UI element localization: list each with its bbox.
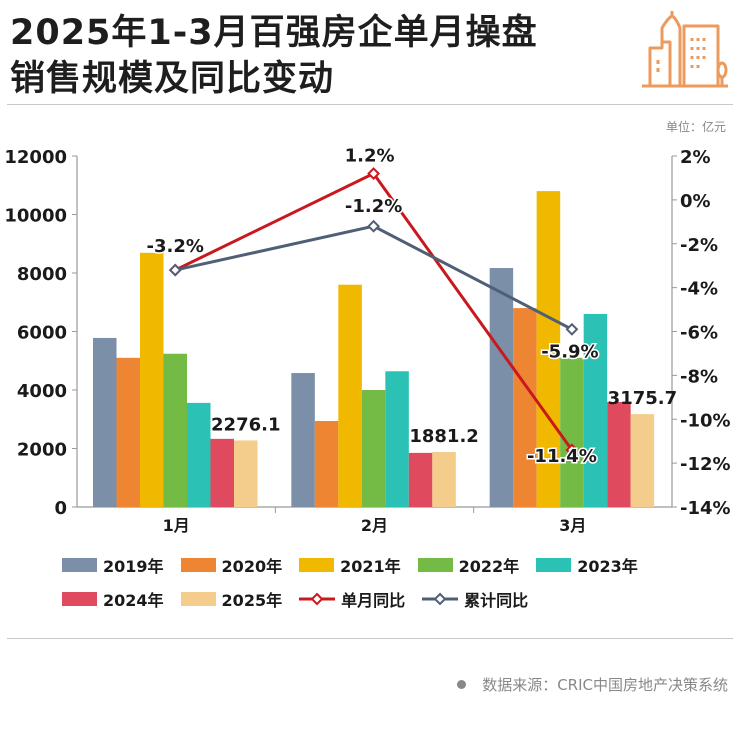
- y2-tick-label: -8%: [680, 366, 718, 387]
- legend-item: 2021年: [299, 553, 401, 577]
- legend-item: 2020年: [180, 553, 283, 577]
- legend-item: 2022年: [417, 553, 520, 577]
- line-data-label: 1.2%: [345, 146, 395, 167]
- y-tick-label: 10000: [4, 206, 67, 227]
- bar-2024年-2月: [408, 452, 433, 507]
- y-tick-label: 0: [54, 498, 67, 519]
- legend-label: 2019年: [103, 557, 164, 576]
- legend-item: 2019年: [62, 553, 164, 577]
- line-data-label: -11.4%: [527, 446, 597, 467]
- bar-2023年-2月: [385, 371, 409, 507]
- y2-tick-label: -12%: [680, 454, 731, 475]
- title-line-1: 2025年1-3月百强房企单月操盘: [10, 13, 538, 53]
- footer-divider: [7, 638, 733, 639]
- bar-2021年-1月: [140, 252, 164, 507]
- y-tick-label: 6000: [17, 323, 67, 344]
- legend-item: 累计同比: [422, 587, 528, 611]
- y2-tick-label: -2%: [680, 235, 718, 256]
- line-marker: [367, 167, 380, 180]
- bar-2023年-3月: [583, 313, 608, 507]
- bar-2023年-1月: [187, 402, 211, 507]
- y2-tick-label: 0%: [680, 191, 711, 212]
- x-tick-label: 3月: [559, 516, 586, 535]
- chart-title: 2025年1-3月百强房企单月操盘 销售规模及同比变动: [10, 10, 538, 102]
- legend-item: 2023年: [536, 553, 638, 577]
- y2-tick-label: -10%: [680, 410, 731, 431]
- legend-swatch: [299, 558, 335, 572]
- chart-legend: 2019年 2020年 2021年 2022年 2023年 2024年 2025年 单月同比…: [62, 548, 702, 616]
- line-data-label: -5.9%: [541, 341, 598, 362]
- legend-label: 2022年: [458, 557, 520, 576]
- bar-2022年-1月: [163, 353, 187, 507]
- y-tick-label: 12000: [4, 147, 67, 168]
- legend-swatch: [62, 558, 97, 572]
- bar-data-label: 3175.7: [608, 388, 677, 409]
- bar-2019年-3月: [489, 268, 514, 507]
- bar-2022年-2月: [361, 390, 386, 507]
- y-tick-label: 8000: [17, 264, 67, 285]
- y2-tick-label: -4%: [680, 279, 718, 300]
- data-source: 数据来源：CRIC中国房地产决策系统: [457, 674, 728, 695]
- bar-2021年-2月: [338, 284, 362, 507]
- bar-2024年-1月: [210, 438, 234, 507]
- legend-swatch: [417, 558, 453, 572]
- legend-line-marker-icon: [299, 592, 336, 606]
- bar-2019年-1月: [93, 337, 117, 507]
- legend-swatch: [180, 558, 216, 572]
- header-divider: [7, 104, 733, 105]
- bar-2020年-3月: [513, 308, 537, 507]
- x-tick-label: 1月: [163, 516, 190, 535]
- legend-label: 2025年: [221, 591, 283, 610]
- y2-tick-label: -6%: [680, 323, 718, 344]
- legend-label: 2021年: [340, 557, 401, 576]
- chart-plot: 0 2000 4000 6000 8000 10000 12000 2% 0% -2% -4% -6%…: [4, 144, 731, 535]
- bar-2020年-1月: [116, 357, 140, 507]
- line-data-label: -3.2%: [147, 236, 204, 257]
- line-marker: [168, 263, 182, 277]
- legend-label: 2024年: [103, 591, 164, 610]
- legend-label: 累计同比: [464, 591, 529, 610]
- bar-2024年-3月: [607, 401, 631, 507]
- legend-label: 单月同比: [341, 591, 406, 610]
- line-marker: [565, 443, 579, 457]
- city-buildings-icon: [642, 11, 728, 88]
- bar-2020年-2月: [314, 421, 339, 507]
- y-tick-label: 4000: [17, 381, 67, 402]
- y2-tick-label: 2%: [680, 147, 711, 168]
- bullet-icon: [457, 680, 467, 689]
- legend-label: 2023年: [577, 557, 638, 576]
- legend-item: 2024年: [62, 587, 164, 611]
- legend-row: 2024年 2025年 单月同比 累计同比: [62, 582, 702, 616]
- legend-swatch: [62, 592, 97, 606]
- data-source-text: 数据来源：CRIC中国房地产决策系统: [482, 676, 728, 694]
- y2-tick-label: -14%: [680, 498, 731, 519]
- bar-2025年-2月: [432, 451, 456, 507]
- unit-label: 单位：亿元: [665, 120, 726, 134]
- bar-2025年-3月: [630, 414, 655, 507]
- x-tick-label: 2月: [361, 516, 388, 535]
- line-marker: [367, 219, 380, 233]
- bar-2021年-3月: [536, 191, 561, 507]
- line-marker: [565, 322, 579, 336]
- bar-2019年-2月: [291, 373, 315, 507]
- line-data-label: -1.2%: [345, 196, 402, 217]
- legend-label: 2020年: [221, 557, 283, 576]
- bar-2025年-1月: [234, 440, 258, 507]
- title-line-2: 销售规模及同比变动: [10, 59, 335, 99]
- bar-data-label: 1881.2: [409, 426, 478, 447]
- bar-data-label: 2276.1: [211, 414, 280, 435]
- legend-item: 2025年: [180, 587, 283, 611]
- legend-row: 2019年 2020年 2021年 2022年 2023年: [62, 548, 702, 582]
- legend-item: 单月同比: [299, 587, 405, 611]
- legend-swatch: [180, 592, 216, 606]
- y-tick-label: 2000: [17, 440, 67, 461]
- legend-swatch: [536, 558, 572, 572]
- legend-line-marker-icon: [422, 592, 459, 606]
- bar-2022年-3月: [560, 357, 584, 507]
